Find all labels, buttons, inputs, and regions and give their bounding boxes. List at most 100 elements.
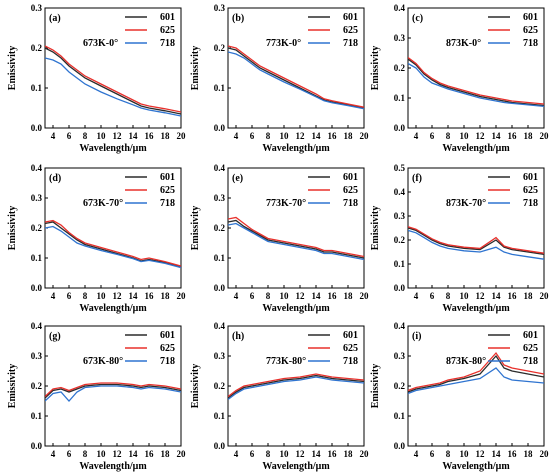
x-tick-label: 6 [250,291,255,301]
legend-label-625: 625 [523,343,538,354]
x-axis-label: Wavelength/μm [79,461,147,472]
x-tick-label: 12 [476,449,486,459]
y-tick-label: 0.1 [31,253,43,263]
panel-label: (b) [232,13,244,24]
legend-label-718: 718 [160,356,175,367]
y-axis-label: Emissivity [190,46,201,90]
y-tick-label: 0.4 [394,187,406,197]
series-line-625 [408,351,544,392]
panel-condition: 773K-0° [266,38,301,49]
series-line-601 [408,227,544,256]
series-line-601 [45,47,181,115]
x-tick-label: 14 [312,291,322,301]
x-tick-label: 4 [414,291,419,301]
panel-b: 0.0 0.1 0.2 0.3 4 6 8 10 12 14 16 18 20 Wavelength/μm… [190,3,369,154]
series-line-718 [408,62,544,108]
series-line-625 [228,373,364,398]
series-line-625 [228,216,364,258]
series-line-625 [408,56,544,105]
x-tick-label: 20 [540,449,550,459]
panel-condition: 673K-80° [83,356,123,367]
x-tick-label: 6 [67,131,72,141]
legend-label-625: 625 [523,185,538,196]
panel-label: (h) [232,331,244,342]
x-tick-label: 8 [83,449,88,459]
legend-label-718: 718 [523,198,538,209]
x-tick-label: 12 [296,131,306,141]
series-line-601 [228,374,364,399]
x-axis-label: Wavelength/μm [442,303,510,314]
panel-condition: 773K-70° [266,198,306,209]
x-tick-label: 18 [161,449,171,459]
x-axis-label: Wavelength/μm [442,143,510,154]
y-tick-label: 0.3 [394,211,406,221]
x-tick-label: 6 [430,449,435,459]
y-axis-label: Emissivity [7,206,18,250]
x-tick-label: 6 [430,291,435,301]
legend-label-625: 625 [343,343,358,354]
x-tick-label: 8 [266,291,271,301]
x-tick-label: 10 [280,449,290,459]
x-tick-label: 14 [129,291,139,301]
x-tick-label: 10 [97,131,107,141]
series-line-718 [45,225,181,269]
x-axis-label: Wavelength/μm [262,303,330,314]
x-tick-label: 4 [414,131,419,141]
x-tick-label: 8 [266,131,271,141]
y-tick-label: 0.4 [31,321,43,331]
y-tick-label: 0.3 [31,351,43,361]
x-tick-label: 14 [312,131,322,141]
x-tick-label: 12 [113,291,123,301]
series-line-718 [228,51,364,110]
panel-label: (d) [49,173,61,184]
y-tick-label: 0.4 [31,163,43,173]
y-tick-label: 0.1 [31,411,43,421]
y-tick-label: 0.1 [214,411,226,421]
y-axis-label: Emissivity [190,364,201,408]
x-axis-label: Wavelength/μm [442,461,510,472]
y-tick-label: 0.0 [394,283,406,293]
x-tick-label: 18 [524,131,534,141]
x-tick-label: 4 [51,131,56,141]
y-tick-label: 0.3 [214,3,226,13]
y-tick-label: 0.2 [31,381,43,391]
legend-label-718: 718 [523,38,538,49]
x-tick-label: 4 [414,449,419,459]
legend-label-625: 625 [160,25,175,36]
panel-e: 0.0 0.1 0.2 0.3 0.4 4 6 8 10 12 14 16 18 20 Wavelength… [190,163,369,314]
x-tick-label: 20 [177,131,187,141]
y-tick-label: 0.2 [31,223,43,233]
x-tick-label: 16 [328,131,338,141]
legend-label-718: 718 [343,356,358,367]
y-tick-label: 0.3 [31,193,43,203]
series-line-718 [228,222,364,261]
x-tick-label: 6 [430,131,435,141]
y-tick-label: 0.4 [394,3,406,13]
y-tick-label: 0.1 [394,93,406,103]
y-tick-label: 0.3 [394,33,406,43]
x-tick-label: 6 [250,449,255,459]
series-line-718 [408,367,544,395]
panel-condition: 673K-0° [83,38,118,49]
y-tick-label: 0.1 [394,411,406,421]
panel-g: 0.0 0.1 0.2 0.3 0.4 4 6 8 10 12 14 16 18 20 Wavelength… [7,321,186,472]
x-tick-label: 6 [250,131,255,141]
legend-label-718: 718 [160,38,175,49]
x-tick-label: 12 [113,131,123,141]
y-axis-label: Emissivity [190,206,201,250]
x-tick-label: 20 [177,291,187,301]
legend-label-625: 625 [523,25,538,36]
legend-label-601: 601 [343,12,358,23]
x-tick-label: 14 [129,449,139,459]
panel-condition: 873K-70° [446,198,486,209]
series-line-601 [228,47,364,109]
x-tick-label: 16 [508,291,518,301]
y-tick-label: 0.2 [214,43,226,53]
x-tick-label: 12 [476,291,486,301]
x-tick-label: 20 [540,291,550,301]
x-tick-label: 4 [234,131,239,141]
x-tick-label: 20 [360,449,370,459]
x-tick-label: 20 [360,131,370,141]
y-tick-label: 0.3 [31,3,43,13]
x-tick-label: 10 [97,291,107,301]
